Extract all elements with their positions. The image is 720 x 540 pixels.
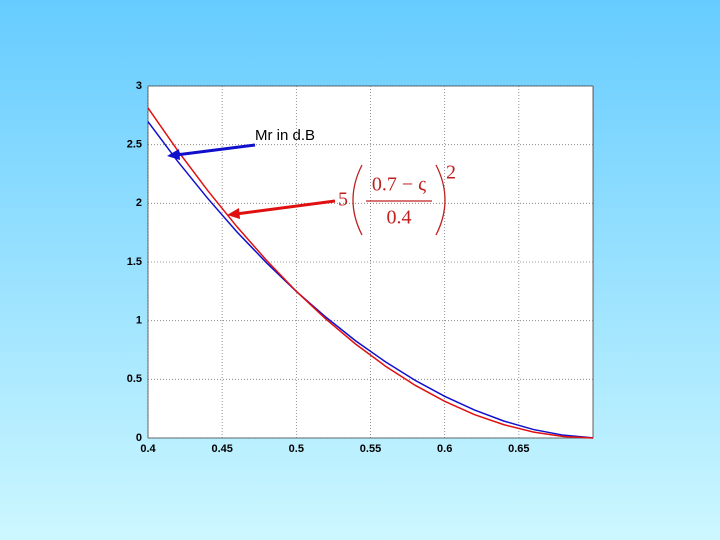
formula: 5 0.7 − ς 0.4 2 xyxy=(338,162,456,236)
x-tick-label: 0.4 xyxy=(140,443,156,455)
arrow xyxy=(235,199,336,216)
formula-coef: 5 xyxy=(338,189,348,211)
arrow-head xyxy=(167,149,180,160)
x-tick-label: 0.55 xyxy=(360,443,381,455)
x-tick-label: 0.6 xyxy=(437,443,452,455)
arrow xyxy=(175,143,256,157)
grid xyxy=(147,85,593,439)
line-series xyxy=(147,107,594,439)
x-tick-label: 0.45 xyxy=(211,443,232,455)
y-tick-label: 1.5 xyxy=(127,256,142,268)
paren xyxy=(435,164,446,236)
lines xyxy=(147,107,594,439)
arrow-head xyxy=(227,208,240,219)
formula-denominator: 0.4 xyxy=(387,207,412,229)
y-tick-label: 2 xyxy=(136,197,142,209)
formula-numerator: 0.7 − ς xyxy=(372,174,426,196)
x-tick-label: 0.5 xyxy=(289,443,304,455)
line-series xyxy=(147,121,594,439)
x-tick-label: 0.65 xyxy=(508,443,529,455)
y-tick-label: 2.5 xyxy=(127,139,142,151)
paren xyxy=(352,164,363,236)
y-tick-label: 0 xyxy=(136,432,142,444)
annotation: Mr in d.B xyxy=(255,127,315,144)
y-tick-label: 3 xyxy=(136,80,142,92)
formula-exponent: 2 xyxy=(446,162,456,184)
y-tick-label: 1 xyxy=(136,315,142,327)
y-tick-label: 0.5 xyxy=(127,373,142,385)
